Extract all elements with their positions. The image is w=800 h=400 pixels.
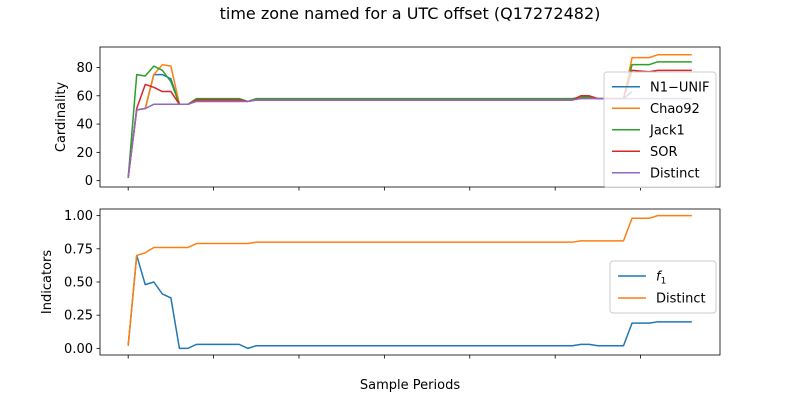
y-tick-label: 60 (76, 89, 93, 104)
legend-label-1: N1−UNIF (650, 80, 709, 95)
cardinality-panel: 0 20 40 60 80 Cardinality N1−UNIF Chao92 Jack1 SO… (54, 46, 721, 191)
legend-box (603, 71, 717, 188)
y-tick-label: 80 (76, 61, 93, 76)
legend-label-2: Distinct (656, 292, 706, 307)
series-line-5 (127, 97, 692, 178)
series-line-2 (127, 214, 692, 346)
y-tick-label: 0 (85, 174, 93, 189)
legend-box (609, 260, 717, 314)
y-axis-label: Cardinality (54, 82, 69, 153)
y-tick-label: 0.50 (64, 276, 93, 291)
x-axis-label: Sample Periods (360, 378, 460, 393)
y-axis-label: Indicators (40, 250, 55, 314)
series-line-1 (127, 254, 692, 350)
legend-label-1: f1 (656, 270, 666, 287)
y-tick-label: 0.00 (64, 342, 93, 357)
legend-label-5: Distinct (650, 166, 700, 181)
y-tick-label: 40 (76, 118, 93, 133)
axes-frame (99, 46, 721, 188)
legend: N1−UNIF Chao92 Jack1 SOR Distinct (603, 71, 717, 188)
legend-label-2: Chao92 (650, 102, 700, 117)
y-tick-label: 20 (76, 146, 93, 161)
indicators-panel: 0.00 0.25 0.50 0.75 1.00 Indicators Sample Per… (40, 208, 721, 393)
y-tick-label: 1.00 (64, 209, 93, 224)
legend: f1 Distinct (609, 260, 717, 314)
figure-title: time zone named for a UTC offset (Q17272… (220, 4, 601, 23)
y-tick-label: 0.75 (64, 242, 93, 257)
legend-label-3: Jack1 (649, 123, 685, 138)
y-tick-label: 0.25 (64, 309, 93, 324)
legend-label-4: SOR (650, 145, 678, 160)
